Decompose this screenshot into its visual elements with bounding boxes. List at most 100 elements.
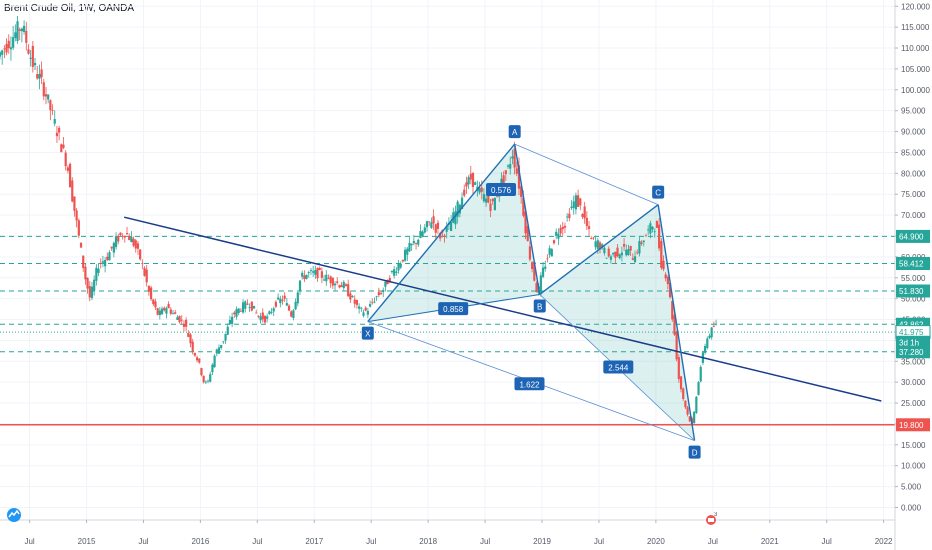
candle-body bbox=[25, 30, 28, 43]
candle-body bbox=[651, 226, 654, 230]
candle-body bbox=[601, 244, 604, 249]
candle-body bbox=[693, 411, 696, 424]
candle-body bbox=[1, 50, 4, 55]
candle-body bbox=[333, 283, 337, 286]
candle-body bbox=[526, 225, 529, 242]
pattern-point-label: D bbox=[692, 449, 698, 458]
candle-body bbox=[585, 217, 588, 227]
pattern-leg-BC[interactable] bbox=[539, 204, 659, 296]
candle-body bbox=[176, 317, 179, 320]
candle-body bbox=[695, 396, 698, 413]
candle-body bbox=[307, 272, 310, 274]
price-tick-label: 105.000 bbox=[901, 65, 930, 74]
candle-body bbox=[27, 49, 30, 54]
candle-body bbox=[316, 267, 319, 279]
candle-body bbox=[314, 270, 317, 275]
candle-body bbox=[344, 284, 348, 286]
current-price-tag-label: 41.975 bbox=[899, 328, 924, 337]
candle-body bbox=[189, 334, 192, 344]
candle-body bbox=[257, 315, 260, 317]
candle-body bbox=[231, 316, 234, 324]
candle-body bbox=[132, 238, 135, 246]
candle-body bbox=[235, 309, 238, 317]
candle-body bbox=[106, 256, 109, 260]
candle-body bbox=[66, 167, 69, 171]
pattern-point-badge[interactable] bbox=[361, 326, 374, 340]
candle-body bbox=[612, 252, 615, 255]
candle-body bbox=[673, 315, 676, 335]
candle-body bbox=[202, 375, 205, 383]
candle-body bbox=[178, 315, 181, 323]
candle-body bbox=[165, 308, 168, 314]
price-tick-label: 25.000 bbox=[901, 399, 926, 408]
candle-body bbox=[263, 315, 267, 323]
current-price-tag-label: 3d 1h bbox=[899, 338, 919, 347]
candle-body bbox=[88, 286, 91, 298]
candle-body bbox=[95, 267, 98, 281]
labels: X A B C D 0.576 0.858 2.544 1.622 64.900 58.412 51.… bbox=[361, 125, 931, 459]
time-tick-label: 2020 bbox=[647, 537, 665, 546]
candle-body bbox=[368, 304, 372, 307]
candle-body bbox=[482, 194, 486, 202]
candle-body bbox=[587, 226, 591, 229]
descending-trendline[interactable] bbox=[123, 216, 882, 402]
candle-body bbox=[655, 220, 659, 228]
ratio-badge bbox=[438, 302, 469, 316]
candle-body bbox=[7, 40, 10, 49]
grid bbox=[0, 0, 895, 520]
candle-body bbox=[268, 311, 271, 314]
candle-body bbox=[574, 195, 578, 210]
candle-body bbox=[139, 249, 142, 260]
candle-body bbox=[506, 165, 510, 167]
candle-body bbox=[248, 307, 251, 308]
tradingview-logo-icon[interactable] bbox=[6, 508, 22, 522]
price-tick-label: 70.000 bbox=[901, 211, 926, 220]
candle-body bbox=[182, 324, 186, 327]
candle-body bbox=[287, 305, 291, 311]
candle-body bbox=[215, 349, 218, 354]
current-price-tag bbox=[896, 335, 930, 349]
candle-body bbox=[250, 301, 253, 311]
candle-body bbox=[99, 262, 102, 264]
candle-body bbox=[58, 127, 61, 133]
candle-body bbox=[638, 240, 641, 254]
pattern-point-badge[interactable] bbox=[688, 445, 701, 459]
pattern-leg-CD[interactable] bbox=[657, 204, 696, 441]
candle-body bbox=[465, 182, 468, 187]
candle-body bbox=[708, 335, 711, 338]
economic-event-flag-icon[interactable]: 3 bbox=[704, 512, 718, 526]
candle-body bbox=[90, 286, 94, 298]
candle-body bbox=[430, 222, 433, 229]
pattern-leg-XA[interactable] bbox=[367, 143, 516, 323]
candle-body bbox=[552, 240, 556, 244]
candle-body bbox=[531, 262, 534, 270]
candle-body bbox=[198, 358, 201, 363]
candle-body bbox=[596, 240, 599, 249]
price-tick-label: 10.000 bbox=[901, 462, 926, 471]
candle-body bbox=[561, 226, 564, 230]
candle-body bbox=[327, 278, 330, 280]
candle-body bbox=[185, 319, 188, 327]
candle-body bbox=[633, 256, 637, 263]
candle-body bbox=[666, 276, 669, 285]
candle-body bbox=[502, 175, 505, 184]
candle-body bbox=[79, 242, 83, 248]
candle-body bbox=[226, 326, 229, 335]
pattern-point-badge[interactable] bbox=[652, 185, 665, 199]
candle-body bbox=[174, 312, 177, 314]
pattern-point-badge[interactable] bbox=[533, 299, 546, 313]
candle-body bbox=[710, 327, 713, 338]
time-tick-label: 2017 bbox=[305, 537, 323, 546]
price-tick-label: 100.000 bbox=[901, 86, 930, 95]
pattern-leg-AB[interactable] bbox=[513, 143, 541, 295]
candle-body bbox=[12, 37, 15, 48]
ratio-badge bbox=[486, 183, 517, 197]
candle-body bbox=[47, 94, 50, 100]
candle-body bbox=[546, 258, 549, 260]
candle-body bbox=[395, 271, 398, 273]
candle-body bbox=[246, 303, 249, 305]
candle-body bbox=[675, 332, 678, 360]
pattern-point-badge[interactable] bbox=[508, 125, 521, 139]
time-tick-label: 2018 bbox=[419, 537, 437, 546]
